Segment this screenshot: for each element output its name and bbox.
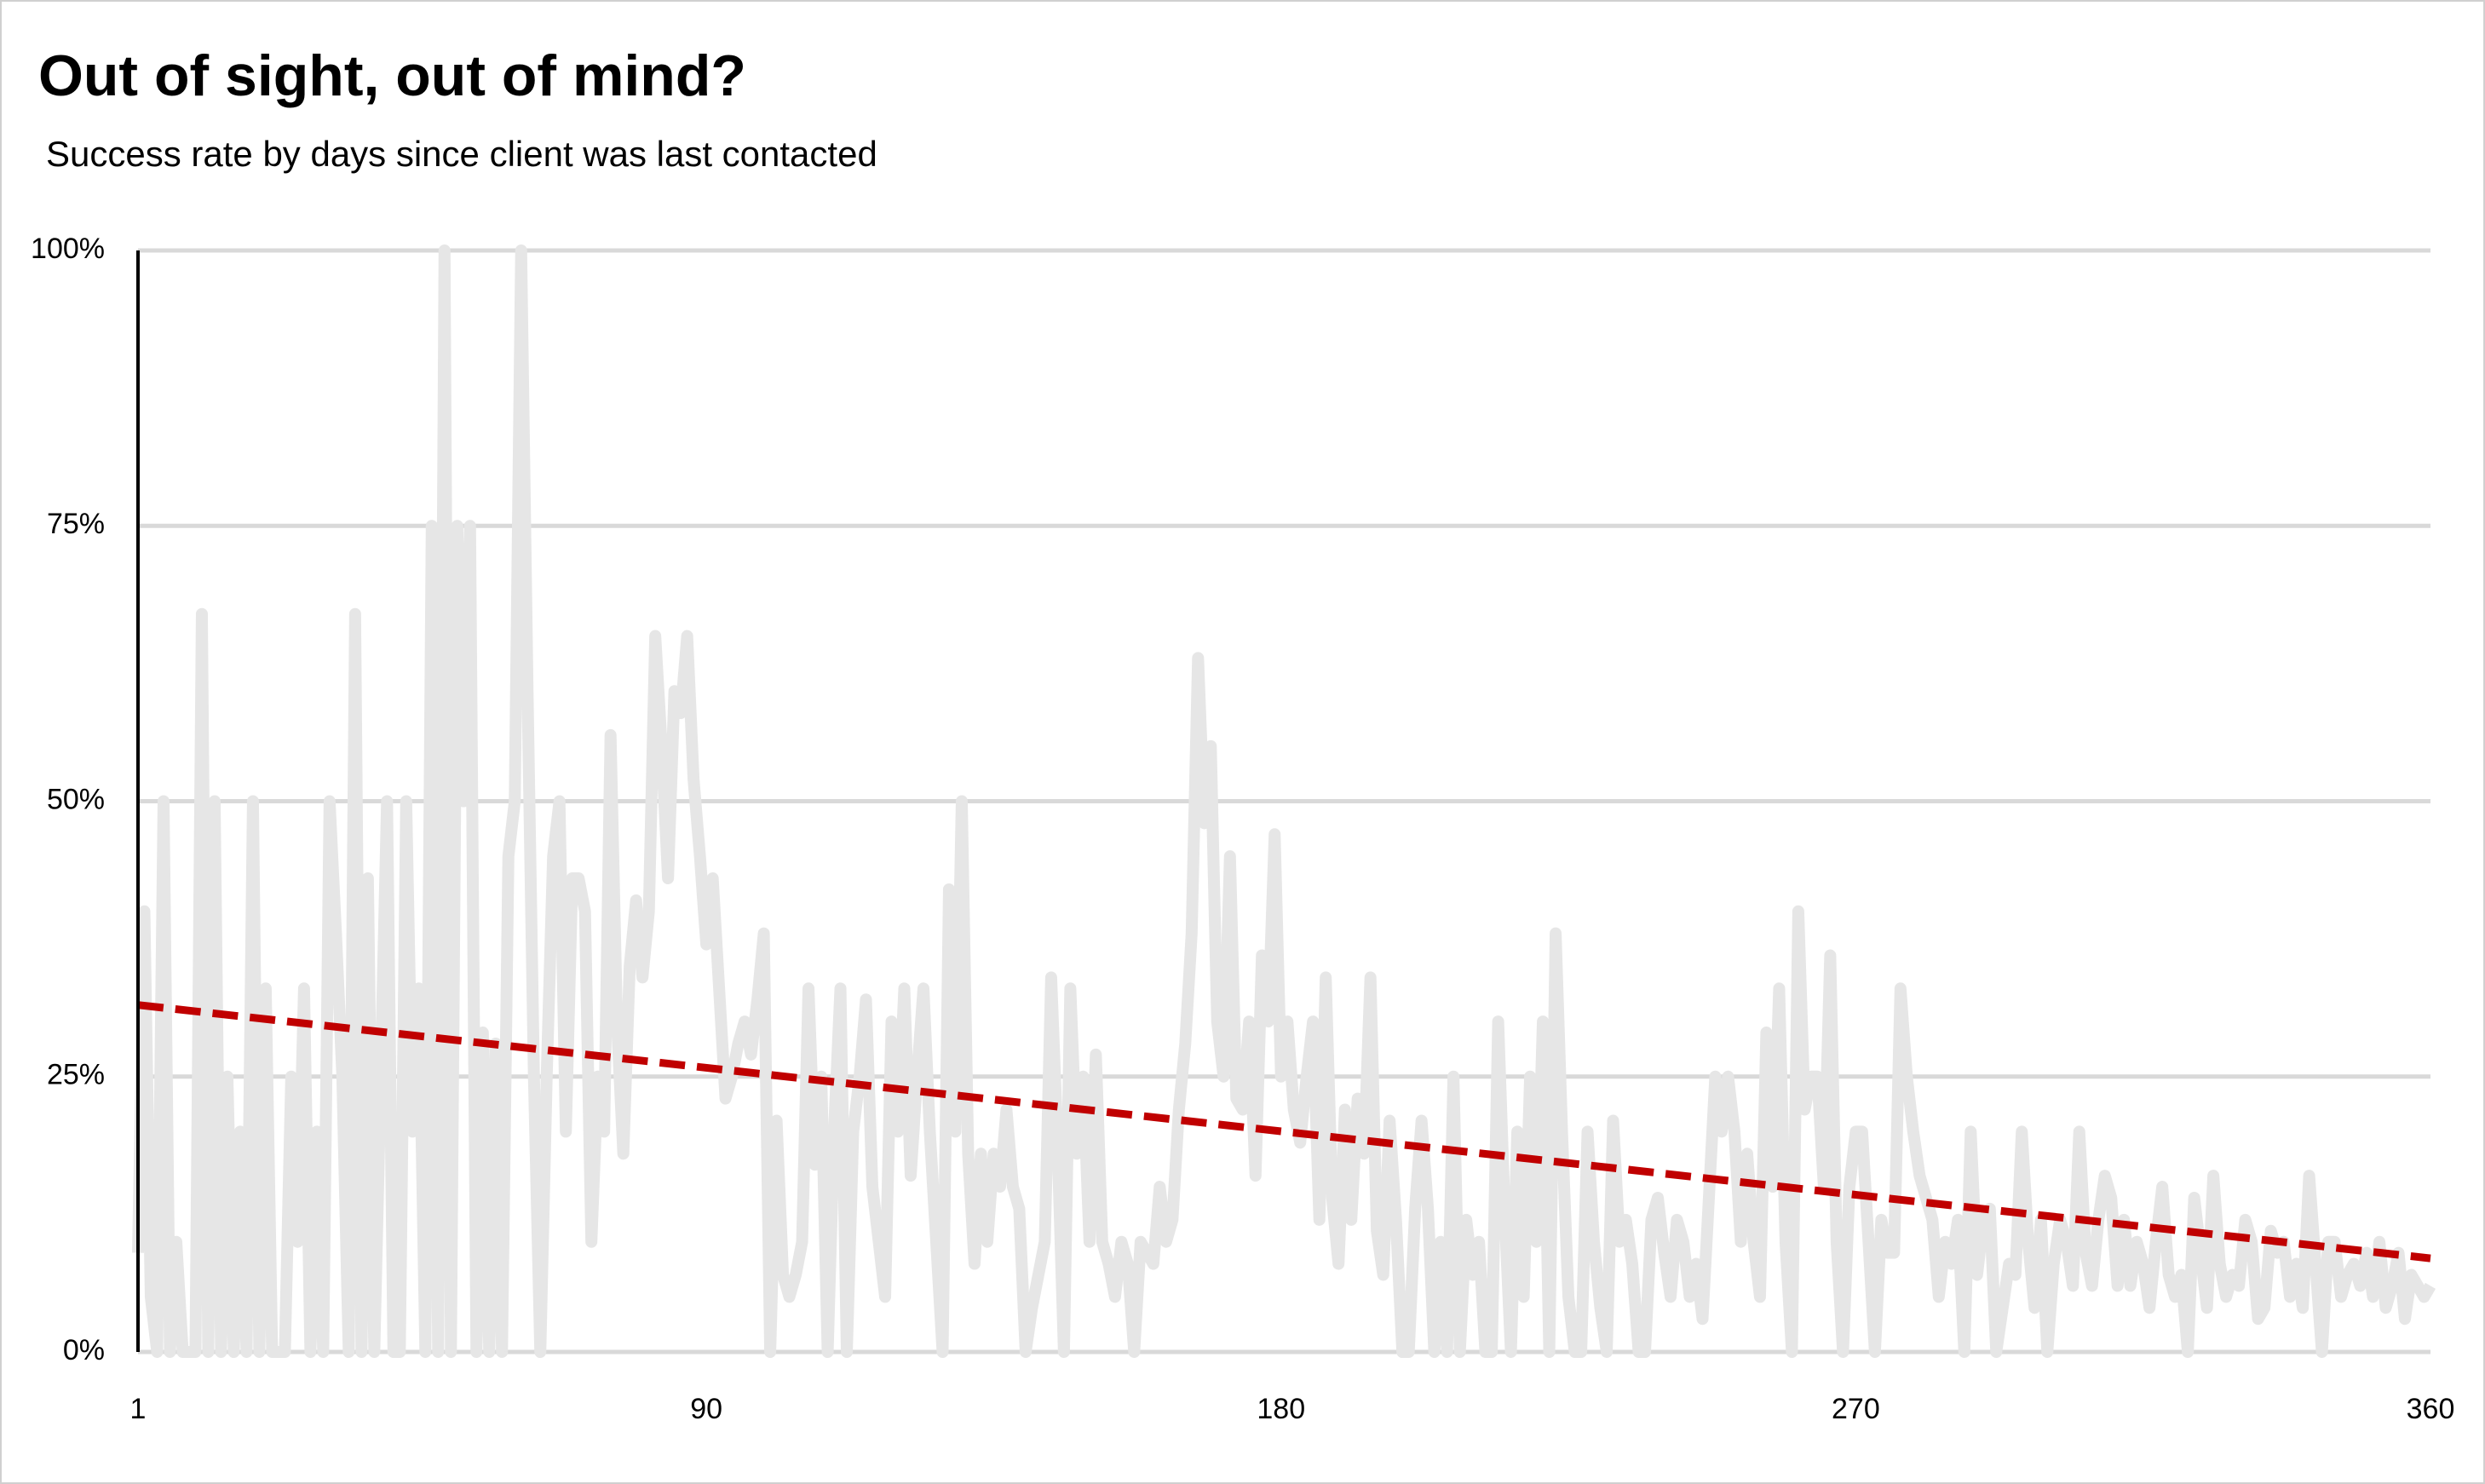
y-tick-label: 100%	[31, 233, 105, 265]
y-tick-label: 50%	[47, 783, 105, 815]
x-tick-label: 90	[690, 1393, 722, 1425]
chart-title: Out of sight, out of mind?	[38, 43, 746, 108]
y-tick-label: 0%	[63, 1334, 105, 1366]
data-line	[132, 244, 2436, 1358]
chart-subtitle: Success rate by days since client was la…	[46, 134, 877, 174]
trend-line	[137, 1001, 2431, 1263]
x-tick-label: 360	[2407, 1393, 2455, 1425]
x-tick-label: 1	[130, 1393, 147, 1425]
y-tick-label: 25%	[47, 1059, 105, 1091]
y-tick-label: 75%	[47, 508, 105, 540]
x-tick-label: 180	[1257, 1393, 1305, 1425]
x-tick-label: 270	[1832, 1393, 1880, 1425]
